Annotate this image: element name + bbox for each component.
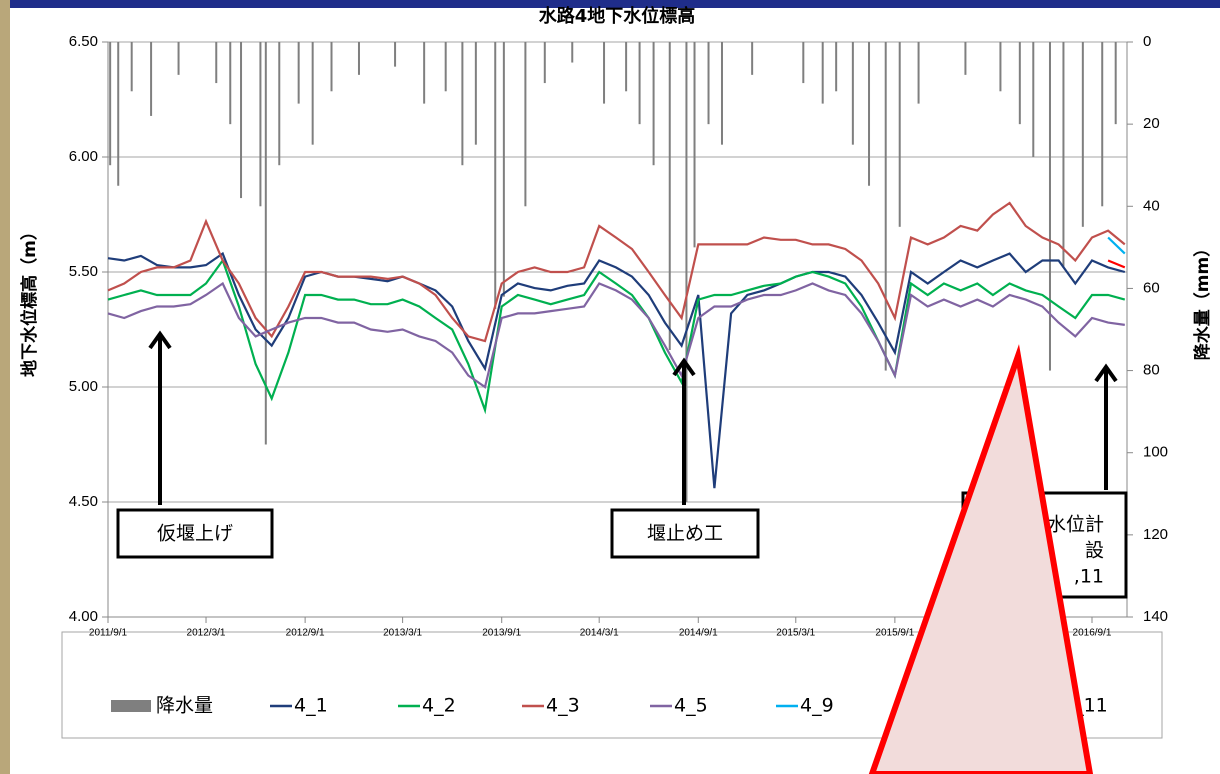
legend-label: 4_5: [674, 695, 708, 717]
rain-bar: [802, 42, 804, 83]
annotation-text: 堰止め工: [647, 523, 723, 545]
rain-bar: [358, 42, 360, 75]
rain-bar: [461, 42, 463, 165]
y-tick-label: 5.50: [69, 263, 98, 280]
x-tick-label: 2014/3/1: [580, 628, 619, 639]
y2-axis-title: 降水量（mm）: [1192, 240, 1213, 360]
legend-label: 4_2: [422, 695, 456, 717]
rain-bar: [331, 42, 333, 91]
x-tick-label: 2011/9/1: [89, 628, 128, 639]
y2-tick-label: 0: [1143, 33, 1151, 50]
rain-bar: [571, 42, 573, 63]
rain-bar: [312, 42, 314, 145]
rain-bar: [229, 42, 231, 124]
chart: 水路4地下水位標高 地下水位標高（m） 降水量（mm） 4.00 4.50 5.00…: [0, 0, 1220, 774]
annotation-text: ,11: [1074, 566, 1104, 588]
annotation-text: 仮堰上げ: [157, 523, 233, 545]
rain-bar: [694, 42, 696, 247]
chart-title: 水路4地下水位標高: [539, 5, 696, 27]
annotation-text: 設: [1085, 540, 1104, 562]
rain-bar: [964, 42, 966, 75]
rain-bar: [423, 42, 425, 104]
x-tick-label: 2013/9/1: [482, 628, 521, 639]
rain-bar: [625, 42, 627, 91]
rain-bar: [852, 42, 854, 145]
rain-bar: [394, 42, 396, 67]
legend-label: 4_3: [546, 695, 580, 717]
x-tick-label: 2013/3/1: [383, 628, 422, 639]
rain-bar: [278, 42, 280, 165]
rain-bar: [240, 42, 242, 198]
rain-bar: [918, 42, 920, 104]
rain-bar: [822, 42, 824, 104]
y-tick-label: 4.00: [69, 608, 98, 625]
rain-bar: [708, 42, 710, 124]
y2-tick-label: 80: [1143, 362, 1160, 379]
rain-bar: [868, 42, 870, 186]
rain-bar: [885, 42, 887, 371]
y-tick-label: 6.50: [69, 33, 98, 50]
legend-label: 4_9: [800, 695, 834, 717]
rain-bar: [494, 42, 496, 309]
y2-tick-label: 120: [1143, 526, 1168, 543]
x-tick-label: 2015/9/1: [875, 628, 914, 639]
rain-bar: [215, 42, 217, 83]
rain-bar: [899, 42, 901, 227]
legend-label: 降水量: [156, 695, 213, 717]
legend-label: 4_1: [294, 695, 328, 717]
y2-tick-label: 60: [1143, 279, 1160, 296]
y-tick-label: 5.00: [69, 378, 98, 395]
rain-bar: [503, 42, 505, 297]
rain-bar: [751, 42, 753, 75]
rain-bar: [1032, 42, 1034, 157]
page: {"chart_data": {"type": "line", "title":…: [0, 0, 1220, 774]
rain-bar: [721, 42, 723, 145]
y-axis-title: 地下水位標高（m）: [19, 223, 40, 377]
rain-bar: [109, 42, 111, 165]
rain-bar: [835, 42, 837, 91]
rain-bar: [603, 42, 605, 104]
rain-bar: [298, 42, 300, 104]
y-tick-label: 4.50: [69, 493, 98, 510]
rain-bar: [639, 42, 641, 124]
rain-bar: [475, 42, 477, 145]
rain-bar: [150, 42, 152, 116]
x-tick-label: 2012/3/1: [187, 628, 226, 639]
legend-swatch: [111, 700, 151, 712]
rain-bar: [1019, 42, 1021, 124]
x-tick-label: 2016/9/1: [1073, 628, 1112, 639]
x-tick-label: 2014/9/1: [679, 628, 718, 639]
rain-bar: [524, 42, 526, 206]
y2-tick-label: 140: [1143, 608, 1168, 625]
rain-bar: [1115, 42, 1117, 124]
y-tick-label: 6.00: [69, 148, 98, 165]
rain-bar: [1062, 42, 1064, 268]
rain-bar: [1101, 42, 1103, 206]
annotation-text: 水位計: [1047, 514, 1104, 536]
rain-bar: [259, 42, 261, 206]
rain-bar: [131, 42, 133, 91]
y2-tick-label: 100: [1143, 444, 1168, 461]
x-tick-label: 2015/3/1: [776, 628, 815, 639]
rain-bar: [1049, 42, 1051, 371]
y2-tick-label: 40: [1143, 197, 1160, 214]
rain-bar: [445, 42, 447, 91]
rain-bar: [117, 42, 119, 186]
y2-tick-label: 20: [1143, 115, 1160, 132]
rain-bar: [653, 42, 655, 165]
rain-bar: [178, 42, 180, 75]
rain-bar: [999, 42, 1001, 91]
rain-bar: [1082, 42, 1084, 227]
left-strip: [0, 0, 10, 774]
rain-bar: [544, 42, 546, 83]
x-tick-label: 2012/9/1: [286, 628, 325, 639]
